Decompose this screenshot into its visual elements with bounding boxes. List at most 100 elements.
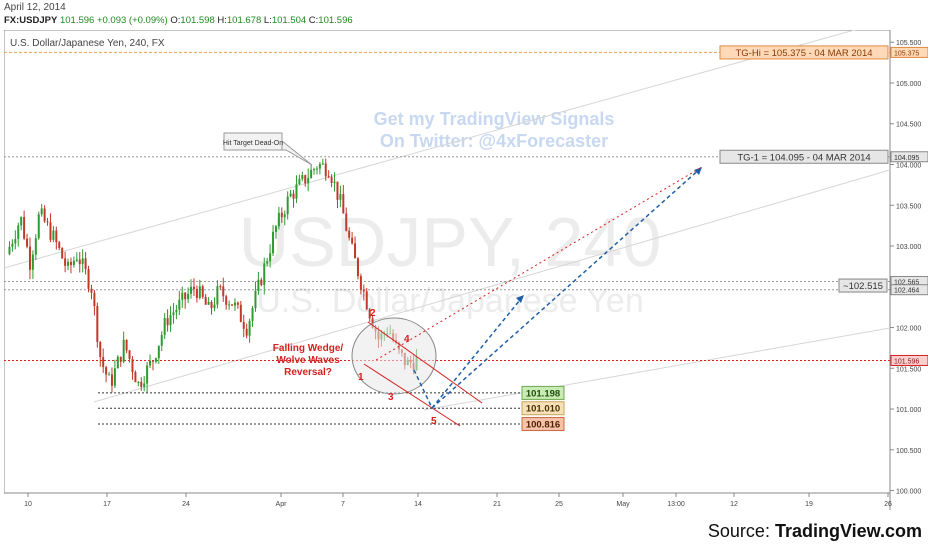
candle-body-85 — [257, 279, 260, 291]
level-box-4 — [838, 278, 888, 293]
candle-body-112 — [336, 181, 339, 200]
open-label: O: — [170, 15, 181, 26]
close-label: C: — [308, 15, 319, 26]
candle-body-51 — [157, 345, 160, 359]
candle-body-15 — [52, 230, 55, 240]
candle-body-78 — [236, 302, 239, 305]
level-box-8 — [521, 417, 565, 432]
price-chart[interactable]: USDJPY, 240 U.S. Dollar/Japanese Yen U.S… — [3, 19, 929, 510]
wave-label-3: 3 — [388, 392, 394, 403]
watermark-symbol: USDJPY, 240 — [239, 203, 662, 281]
chart-date: April 12, 2014 — [4, 2, 66, 13]
candle-body-10 — [37, 214, 40, 239]
candle-body-97 — [292, 193, 295, 199]
candle-body-39 — [122, 339, 125, 362]
candle-body-66 — [201, 286, 204, 297]
symbol-label[interactable]: FX:USDJPY — [4, 15, 58, 26]
candle-body-9 — [34, 238, 37, 255]
candle-body-31 — [99, 341, 102, 357]
candle-body-104 — [313, 169, 316, 171]
candle-body-95 — [286, 196, 289, 215]
candle-body-59 — [181, 292, 184, 300]
x-tick-label-2: 24 — [182, 501, 190, 508]
wedge-ellipse — [351, 317, 437, 395]
candle-body-108 — [324, 163, 327, 177]
plot-area[interactable] — [3, 29, 891, 494]
wave-label-2: 2 — [370, 308, 376, 319]
x-tick-label-9: 13:00 — [667, 501, 685, 508]
y-tick-label-7: 102.000 — [896, 326, 921, 333]
x-tick-label-3: Apr — [276, 501, 288, 508]
axis-tag-2: 102.565 — [894, 279, 919, 286]
time-axis[interactable]: 10 17 24 Apr 7 14 21 25 May 13:00 12 19 26 — [24, 493, 892, 508]
x-tick-label-1: 17 — [103, 501, 111, 508]
wave-label-5: 5 — [431, 416, 437, 427]
candle-body-118 — [354, 243, 357, 259]
candle-body-50 — [154, 358, 157, 362]
candle-body-116 — [348, 230, 351, 238]
chart-panel[interactable]: USDJPY, 240 U.S. Dollar/Japanese Yen U.S… — [3, 19, 929, 510]
candle-body-81 — [245, 328, 248, 336]
candle-body-110 — [330, 177, 333, 183]
candle-body-27 — [87, 269, 90, 289]
candle-body-19 — [64, 258, 67, 266]
candle-body-77 — [233, 302, 236, 306]
horizontal-levels: TG-Hi = 105.375 - 04 MAR 2014 TG-1 = 104.… — [4, 45, 890, 432]
wave-label-1: 1 — [358, 372, 364, 383]
candle-body-45 — [140, 381, 143, 387]
candle-body-16 — [55, 230, 58, 243]
price-change: +0.093 (+0.09%) — [96, 15, 168, 26]
candle-body-20 — [67, 261, 70, 266]
candle-body-93 — [280, 212, 283, 218]
pattern-line-1: Falling Wedge/ — [273, 343, 344, 354]
source-prefix: Source: — [707, 521, 775, 541]
candle-body-13 — [46, 221, 49, 223]
candle-body-61 — [187, 293, 190, 300]
candle-body-56 — [172, 312, 175, 316]
x-tick-label-0: 10 — [24, 501, 32, 508]
candle-body-6 — [26, 238, 29, 247]
candle-body-11 — [40, 208, 43, 215]
candle-body-60 — [184, 292, 187, 300]
candle-body-62 — [190, 286, 193, 294]
source-brand[interactable]: TradingView.com — [774, 521, 922, 541]
candle-body-21 — [69, 261, 72, 266]
candle-body-90 — [272, 231, 275, 254]
candle-body-82 — [248, 320, 251, 336]
arrow-head-2 — [694, 167, 702, 175]
low-label: L: — [263, 15, 272, 26]
candle-body-23 — [75, 259, 78, 261]
source-credit: Source: TradingView.com — [708, 521, 922, 542]
candle-body-24 — [78, 259, 81, 265]
high-value: 101.678 — [226, 15, 262, 26]
hit-target-callout: Hit Target Dead-On — [223, 132, 313, 166]
candle-body-99 — [298, 178, 301, 185]
candle-body-101 — [304, 175, 307, 184]
candle-body-26 — [84, 258, 87, 270]
trend-channel — [3, 19, 891, 411]
candle-body-63 — [192, 286, 195, 290]
candle-body-46 — [143, 383, 146, 387]
wedge-lines — [363, 321, 483, 427]
candle-body-52 — [160, 334, 163, 346]
candle-body-71 — [216, 286, 219, 305]
quote-line: FX:USDJPY 101.596 +0.093 (+0.09%) O:101.… — [4, 15, 353, 26]
axis-tag-1: 104.095 — [894, 155, 919, 162]
candle-body-89 — [269, 253, 272, 262]
level-label-8: 100.816 — [526, 420, 560, 431]
candle-body-4 — [20, 217, 23, 226]
candle-body-40 — [125, 339, 128, 351]
candle-body-80 — [242, 322, 245, 329]
candle-body-2 — [14, 238, 17, 244]
candle-body-17 — [58, 242, 61, 249]
y-tick-label-3: 104.000 — [896, 162, 921, 169]
candle-body-41 — [128, 350, 131, 359]
axis-tag-5: 101.596 — [894, 358, 919, 365]
candle-body-42 — [131, 358, 134, 373]
pattern-line-3: Reversal? — [284, 367, 332, 378]
open-value: 101.598 — [180, 15, 215, 26]
candle-body-7 — [28, 246, 31, 270]
candle-body-102 — [307, 178, 310, 184]
candle-body-84 — [254, 290, 257, 309]
candle-body-113 — [339, 194, 342, 200]
